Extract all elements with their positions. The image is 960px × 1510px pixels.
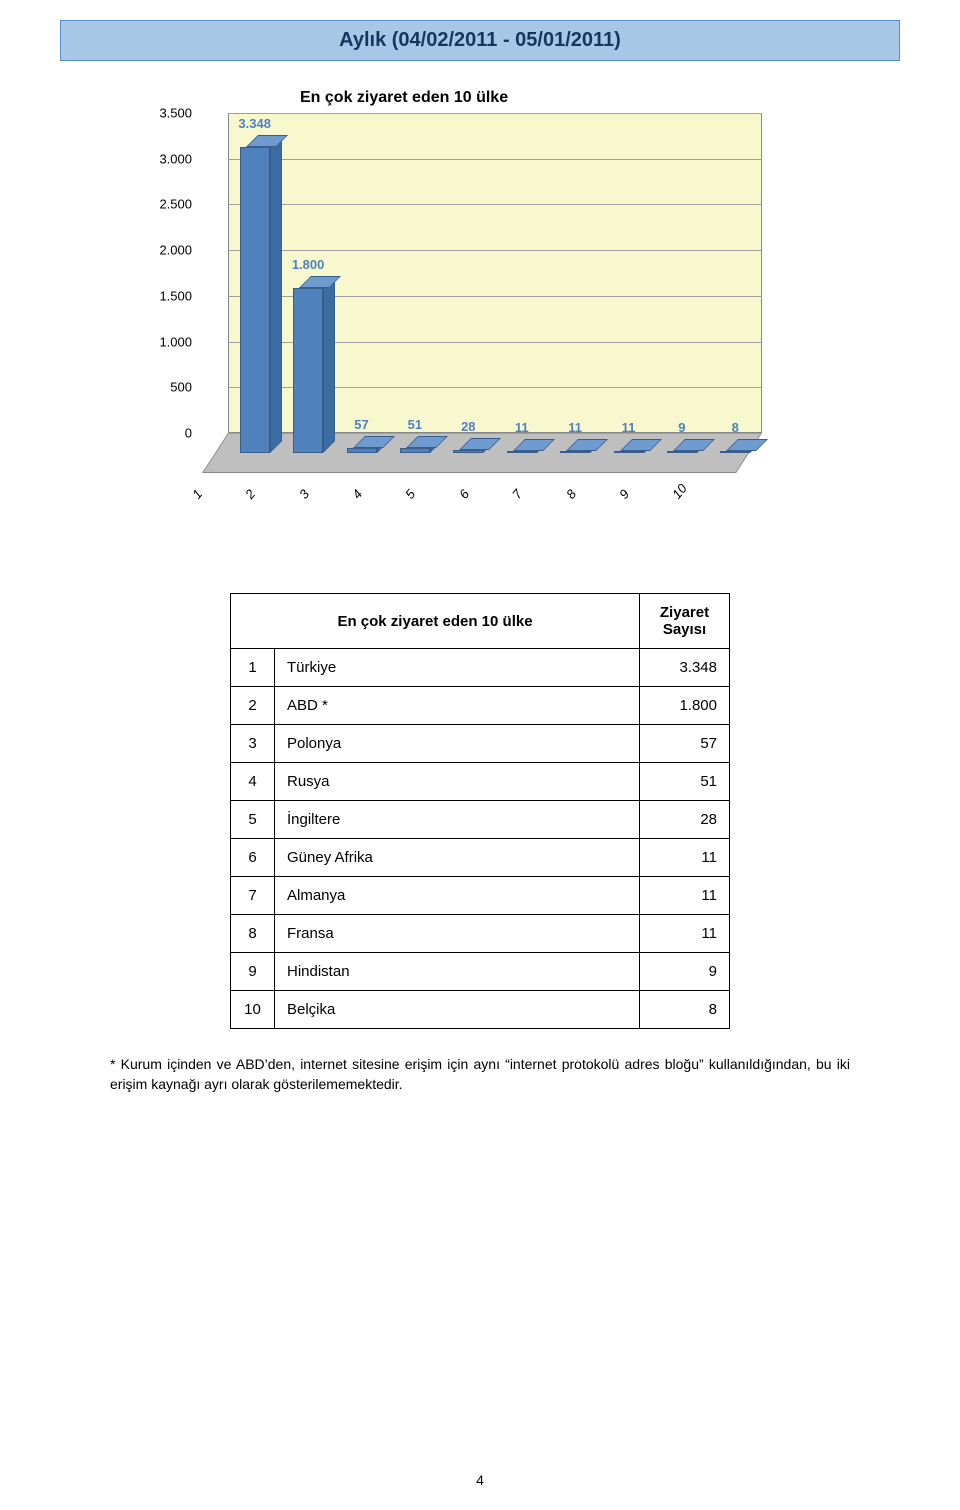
bar-value-label: 9 [652,420,712,435]
table-cell-country: Güney Afrika [275,839,640,877]
y-axis-labels: 05001.0001.5002.0002.5003.0003.500 [140,113,200,473]
table-cell-value: 9 [640,953,730,991]
chart-bars: 3.3481.80057512811111198 [228,113,762,433]
table-header-right-line2: Sayısı [663,621,706,638]
x-tick-label: 10 [669,481,690,502]
y-tick-label: 1.000 [159,334,192,349]
bar: 57 [347,448,377,453]
bar-chart: 05001.0001.5002.0002.5003.0003.500 3.348… [140,113,820,533]
bar-value-label: 1.800 [278,257,338,272]
bar: 1.800 [293,288,323,453]
table-cell-rank: 6 [231,839,275,877]
bar: 9 [667,451,697,453]
bar-value-label: 57 [332,417,392,432]
table-header-right-line1: Ziyaret [660,604,709,621]
y-tick-label: 3.500 [159,106,192,121]
table-cell-value: 11 [640,839,730,877]
y-tick-label: 3.000 [159,151,192,166]
table-cell-country: Türkiye [275,649,640,687]
bar: 11 [614,451,644,453]
table-cell-rank: 8 [231,915,275,953]
bar: 11 [507,451,537,453]
country-table: En çok ziyaret eden 10 ülke Ziyaret Sayı… [230,593,730,1029]
bar-value-label: 28 [438,419,498,434]
table-cell-country: Fransa [275,915,640,953]
table-cell-rank: 4 [231,763,275,801]
table-cell-country: Belçika [275,991,640,1029]
bar-value-label: 3.348 [225,116,285,131]
table-cell-rank: 7 [231,877,275,915]
bar-value-label: 11 [545,420,605,435]
table-cell-country: ABD * [275,687,640,725]
table-cell-value: 57 [640,725,730,763]
table-cell-rank: 1 [231,649,275,687]
page-title-bar: Aylık (04/02/2011 - 05/01/2011) [60,20,900,61]
table-cell-value: 11 [640,877,730,915]
chart-plot-area: 3.3481.80057512811111198 [202,113,762,473]
x-tick-label: 2 [242,486,258,501]
chart-title: En çok ziyaret eden 10 ülke [300,89,960,107]
table-row: 10Belçika8 [231,991,730,1029]
bar: 28 [453,450,483,453]
table-cell-rank: 10 [231,991,275,1029]
x-tick-label: 9 [616,486,632,501]
y-tick-label: 500 [170,380,192,395]
table-cell-country: Rusya [275,763,640,801]
x-tick-label: 3 [296,486,312,501]
y-tick-label: 0 [185,426,192,441]
x-tick-label: 6 [456,486,472,501]
x-axis-labels: 1 2 3 4 5 6 7 8 9 10 [166,478,700,518]
table-cell-value: 3.348 [640,649,730,687]
table-cell-country: Polonya [275,725,640,763]
table-cell-value: 28 [640,801,730,839]
table-cell-rank: 5 [231,801,275,839]
table-row: 9Hindistan9 [231,953,730,991]
table-cell-rank: 3 [231,725,275,763]
bar: 8 [720,451,750,453]
bar: 51 [400,448,430,453]
page-number: 4 [0,1472,960,1488]
table-cell-country: Almanya [275,877,640,915]
table-header-right: Ziyaret Sayısı [640,594,730,649]
y-tick-label: 2.500 [159,197,192,212]
table-cell-value: 1.800 [640,687,730,725]
bar: 3.348 [240,147,270,453]
bar-value-label: 8 [705,420,765,435]
table-row: 6Güney Afrika11 [231,839,730,877]
x-tick-label: 4 [349,486,365,501]
bar-value-label: 11 [492,420,552,435]
table-cell-rank: 2 [231,687,275,725]
footnote-text: * Kurum içinden ve ABD’den, internet sit… [110,1055,850,1094]
table-header-left: En çok ziyaret eden 10 ülke [231,594,640,649]
bar-value-label: 11 [599,420,659,435]
table-cell-country: İngiltere [275,801,640,839]
table-row: 5İngiltere28 [231,801,730,839]
table-row: 2ABD *1.800 [231,687,730,725]
y-tick-label: 2.000 [159,243,192,258]
table-cell-country: Hindistan [275,953,640,991]
bar-value-label: 51 [385,417,445,432]
table-row: 1Türkiye3.348 [231,649,730,687]
x-tick-label: 1 [189,486,205,501]
table-row: 8Fransa11 [231,915,730,953]
table-row: 7Almanya11 [231,877,730,915]
y-tick-label: 1.500 [159,288,192,303]
bar: 11 [560,451,590,453]
table-cell-value: 11 [640,915,730,953]
x-tick-label: 7 [509,486,525,501]
x-tick-label: 8 [563,486,579,501]
table-cell-rank: 9 [231,953,275,991]
table-cell-value: 51 [640,763,730,801]
table-row: 3Polonya57 [231,725,730,763]
table-row: 4Rusya51 [231,763,730,801]
table-cell-value: 8 [640,991,730,1029]
x-tick-label: 5 [402,486,418,501]
